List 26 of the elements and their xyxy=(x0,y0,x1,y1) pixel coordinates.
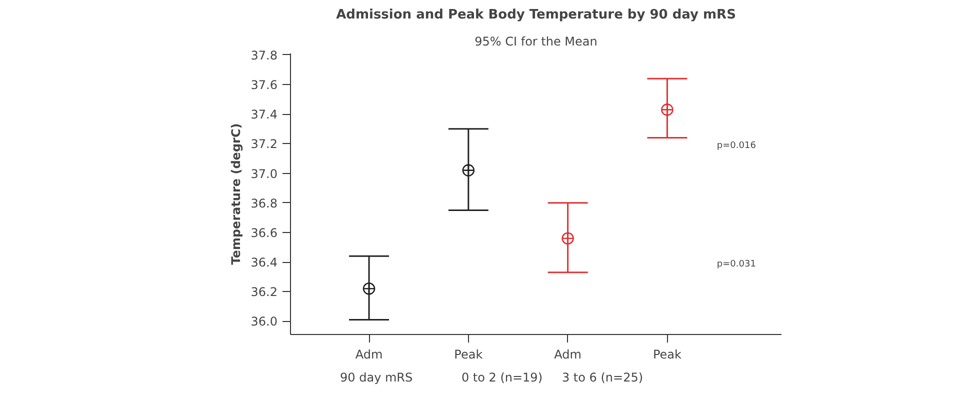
y-tick-label: 36.4 xyxy=(250,256,278,270)
point xyxy=(562,232,574,245)
annotation: p=0.031 xyxy=(716,259,756,270)
y-tick-label: 36.6 xyxy=(250,226,278,240)
point xyxy=(462,164,475,176)
x-tick-label: Adm xyxy=(554,348,582,362)
y-tick-label: 37.6 xyxy=(250,78,278,92)
x-tick-label: Adm xyxy=(355,348,383,362)
x-tick-label: Peak xyxy=(454,348,483,362)
y-tick-label: 36.8 xyxy=(250,196,278,210)
text: 3 to 6 (n=25) xyxy=(562,370,644,384)
annotation: p=0.016 xyxy=(716,141,756,152)
y-tick-label: 37.0 xyxy=(250,166,278,181)
x-axis-title: 90 day mRS xyxy=(340,370,413,384)
point xyxy=(661,104,674,116)
chart-subtitle: 95% CI for the Mean xyxy=(474,34,598,48)
x-tick-label: Peak xyxy=(652,348,682,362)
y-tick-label: 36.0 xyxy=(250,314,278,329)
y-tick-label: 37.8 xyxy=(250,48,278,62)
y-tick-label: 37.4 xyxy=(250,108,278,122)
y-tick-label: 37.2 xyxy=(250,137,278,152)
text: 0 to 2 (n=19) xyxy=(461,370,543,384)
chart-title: Admission and Peak Body Temperature by 90 day mRS xyxy=(336,8,736,22)
y-axis-title: Temperature (degrC) xyxy=(228,123,243,265)
point xyxy=(362,282,376,295)
y-tick-label: 36.2 xyxy=(250,285,278,300)
